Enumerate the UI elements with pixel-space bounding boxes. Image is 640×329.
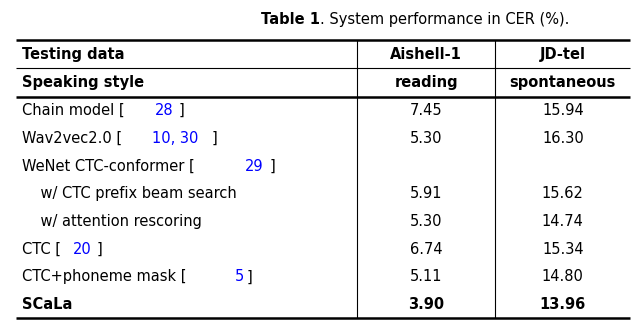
Text: 14.74: 14.74 [542, 214, 584, 229]
Text: 5.91: 5.91 [410, 186, 442, 201]
Text: 5.30: 5.30 [410, 214, 442, 229]
Text: reading: reading [394, 75, 458, 90]
Text: 15.94: 15.94 [542, 103, 584, 118]
Text: 5.11: 5.11 [410, 269, 442, 284]
Text: 29: 29 [245, 159, 264, 173]
Text: 6.74: 6.74 [410, 242, 442, 257]
Text: ]: ] [179, 103, 184, 118]
Text: CTC [: CTC [ [22, 242, 61, 257]
Text: Aishell-1: Aishell-1 [390, 47, 462, 62]
Text: 10, 30: 10, 30 [152, 131, 198, 146]
Text: 20: 20 [73, 242, 92, 257]
Text: Speaking style: Speaking style [22, 75, 145, 90]
Text: 3.90: 3.90 [408, 297, 444, 312]
Text: JD-tel: JD-tel [540, 47, 586, 62]
Text: Testing data: Testing data [22, 47, 125, 62]
Text: ]: ] [246, 269, 252, 284]
Text: ]: ] [211, 131, 217, 146]
Text: 13.96: 13.96 [540, 297, 586, 312]
Text: . System performance in CER (%).: . System performance in CER (%). [320, 12, 570, 27]
Text: 14.80: 14.80 [542, 269, 584, 284]
Text: 5: 5 [235, 269, 244, 284]
Text: 28: 28 [155, 103, 173, 118]
Text: CTC+phoneme mask [: CTC+phoneme mask [ [22, 269, 187, 284]
Text: Wav2vec2.0 [: Wav2vec2.0 [ [22, 131, 122, 146]
Text: Chain model [: Chain model [ [22, 103, 125, 118]
Text: Table 1: Table 1 [261, 12, 320, 27]
Text: w/ attention rescoring: w/ attention rescoring [22, 214, 202, 229]
Text: 15.62: 15.62 [542, 186, 584, 201]
Text: 16.30: 16.30 [542, 131, 584, 146]
Text: 15.34: 15.34 [542, 242, 584, 257]
Text: ]: ] [269, 159, 275, 173]
Text: spontaneous: spontaneous [509, 75, 616, 90]
Text: ]: ] [97, 242, 102, 257]
Text: SCaLa: SCaLa [22, 297, 73, 312]
Text: 7.45: 7.45 [410, 103, 442, 118]
Text: WeNet CTC-conformer [: WeNet CTC-conformer [ [22, 159, 195, 173]
Text: w/ CTC prefix beam search: w/ CTC prefix beam search [22, 186, 237, 201]
Text: 5.30: 5.30 [410, 131, 442, 146]
